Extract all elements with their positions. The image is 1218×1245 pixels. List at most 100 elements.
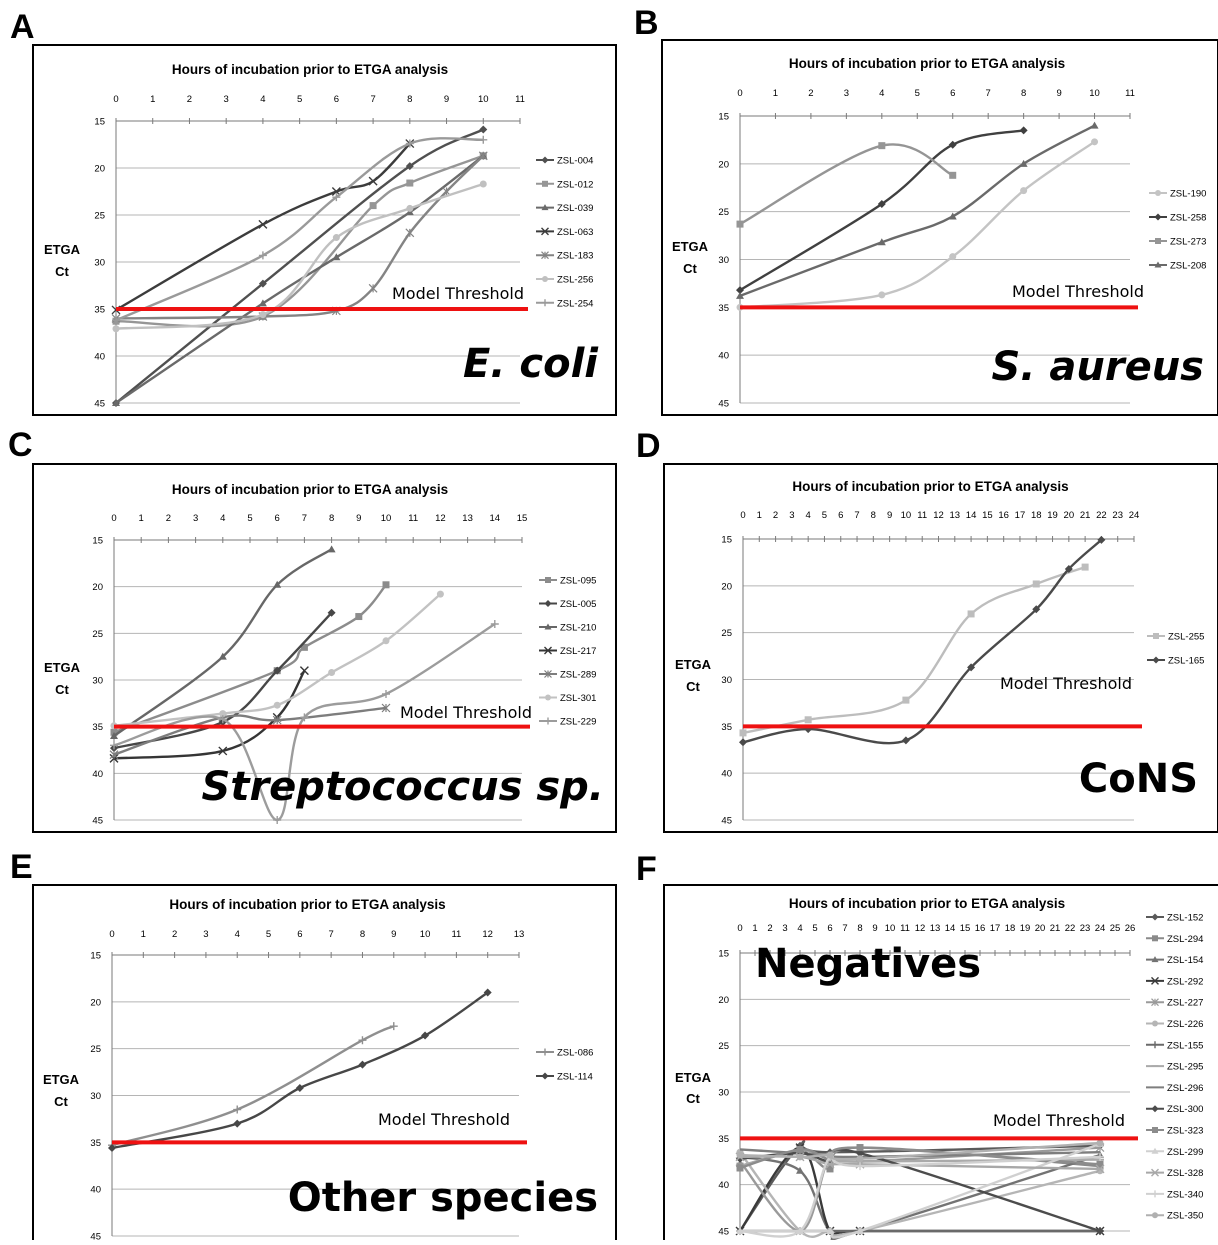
data-point [877,238,886,246]
x-tick-label: 14 [490,513,501,524]
data-point [258,279,267,288]
data-point [300,713,309,722]
legend-label: ZSL-289 [560,670,596,681]
x-tick-label: 12 [482,929,493,940]
series-zsl-114 [108,988,492,1152]
x-tick-label: 3 [789,510,794,521]
y-tick-label: 45 [90,1232,101,1241]
legend-swatch-marker [1151,998,1159,1007]
legend-item: ZSL-254 [536,298,593,309]
x-tick-label: 8 [1021,88,1026,99]
x-tick-label: 5 [822,510,827,521]
data-point [258,219,268,229]
x-tick-label: 4 [797,923,802,934]
data-point [856,1144,864,1152]
y-tick-label: 20 [94,164,105,175]
x-tick-label: 24 [1129,510,1140,521]
y-axis-label: ETGA [672,239,709,254]
data-point [479,180,487,188]
x-tick-label: 5 [915,88,920,99]
legend-swatch-marker [1151,1190,1159,1198]
legend-item: ZSL-114 [536,1072,593,1083]
chart-panel-f: F Hours of incubation prior to ETGA analy… [636,850,1218,1245]
data-point [479,125,488,134]
y-tick-label: 25 [718,1041,729,1052]
x-tick-label: 1 [150,94,155,105]
legend-item: ZSL-295 [1146,1062,1203,1073]
panel-letter: C [8,426,33,464]
legend-label: ZSL-217 [560,646,596,657]
y-tick-label: 45 [718,1227,729,1238]
legend-swatch-marker [1155,190,1161,196]
x-tick-label: 18 [1031,510,1042,521]
x-tick-label: 4 [235,929,240,940]
x-tick-label: 13 [950,510,961,521]
x-tick-label: 5 [812,923,817,934]
y-axis-label: ETGA [675,1070,712,1085]
data-point [948,140,957,149]
legend-label: ZSL-012 [557,179,593,190]
legend-item: ZSL-289 [539,670,596,681]
legend-swatch-marker [541,251,549,260]
data-point [233,1105,242,1114]
chart-title: Hours of incubation prior to ETGA analys… [169,897,445,912]
x-tick-label: 5 [247,513,252,524]
data-point [273,701,281,709]
data-point [382,690,390,698]
x-tick-label: 16 [975,923,986,934]
x-tick-label: 25 [1110,923,1121,934]
chart-panel-d: D Hours of incubation prior to ETGA analy… [636,427,1218,833]
legend-label: ZSL-301 [560,693,596,704]
legend-label: ZSL-340 [1167,1189,1203,1200]
x-tick-label: 20 [1064,510,1075,521]
organism-label: E. coli [463,341,599,387]
x-tick-label: 10 [381,513,392,524]
data-point [967,663,976,672]
x-tick-label: 2 [166,513,171,524]
panel-letter: A [10,8,35,46]
panel-letter: F [636,850,657,888]
y-tick-label: 40 [721,769,732,780]
data-point [736,1151,744,1159]
y-tick-label: 45 [92,816,103,827]
data-point [112,399,120,406]
chart-panel-c: C Hours of incubation prior to ETGA analy… [8,426,617,833]
series-line [740,1142,1101,1239]
data-point [108,1143,116,1152]
data-point [804,716,812,724]
data-point [1090,121,1099,129]
x-tick-label: 15 [960,923,971,934]
data-point [736,286,744,295]
x-tick-label: 12 [435,513,446,524]
x-tick-label: 1 [139,513,144,524]
legend-item: ZSL-258 [1149,213,1206,224]
series-zsl-229 [110,620,499,824]
data-point [327,545,336,553]
y-tick-label: 40 [94,352,105,363]
legend-swatch-marker [544,670,552,678]
legend-label: ZSL-255 [1168,632,1204,643]
legend-swatch-marker [541,299,549,307]
legend-label: ZSL-208 [1170,261,1206,272]
threshold-label: Model Threshold [392,284,524,303]
x-tick-label: 4 [260,94,265,105]
legend-item: ZSL-095 [539,576,596,587]
legend-swatch-marker [1151,956,1159,963]
legend-label: ZSL-114 [557,1072,593,1083]
chart-title: Hours of incubation prior to ETGA analys… [789,896,1065,911]
data-point [258,299,267,307]
y-axis-label: Ct [686,679,700,694]
y-tick-label: 15 [92,536,103,547]
data-point [389,1022,398,1031]
legend-item: ZSL-273 [1149,237,1206,248]
x-tick-label: 7 [370,94,375,105]
x-tick-label: 3 [844,88,849,99]
x-tick-label: 26 [1125,923,1136,934]
y-tick-label: 15 [721,535,732,546]
x-tick-label: 4 [220,513,225,524]
y-tick-label: 25 [94,211,105,222]
data-point [796,1145,804,1153]
y-tick-label: 30 [718,255,729,266]
legend-item: ZSL-210 [539,623,596,634]
data-point [856,1149,864,1158]
